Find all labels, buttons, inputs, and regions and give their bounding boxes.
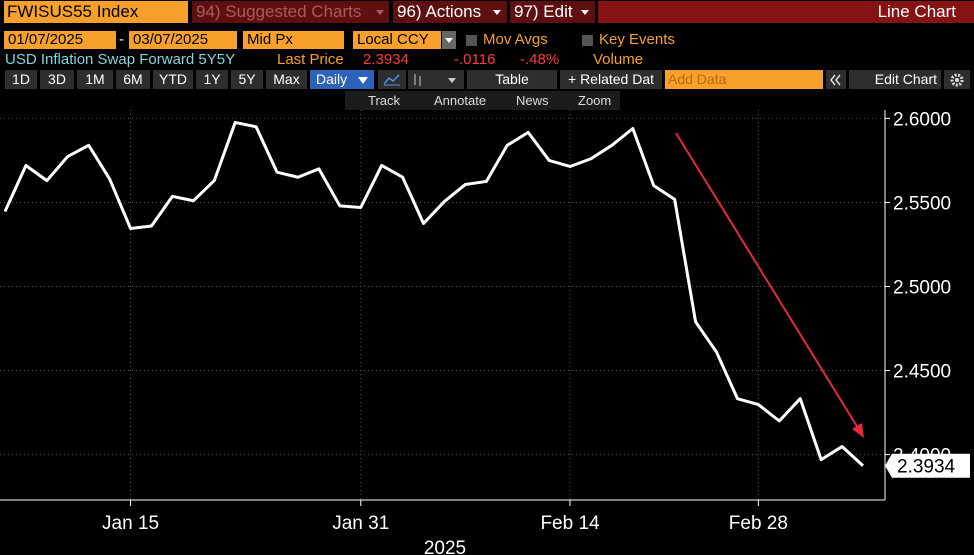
x-tick-label: Feb 28 [729,513,788,534]
trend-arrow [675,132,859,429]
volume: Volume [593,51,644,68]
start-date[interactable]: 01/07/2025 [4,31,116,49]
arrow-head [852,423,864,438]
menu-label: 96) Actions [397,2,482,21]
bar-icon-button[interactable] [408,70,464,89]
tools-bar [345,91,620,110]
price-line [3,120,865,467]
period-button[interactable]: 5Y [231,70,263,89]
settings-button[interactable] [944,70,970,89]
currency[interactable]: Local CCY [353,31,441,49]
collapse-icon [830,74,841,86]
caret [376,10,384,15]
tool[interactable]: Track [368,93,401,108]
menu[interactable]: 94) Suggested Charts [192,1,389,23]
line-icon-button[interactable] [378,70,406,89]
chart-kind: Line Chart [598,1,974,23]
collapse-button[interactable] [826,70,846,89]
period-button[interactable]: 6M [116,70,150,89]
security-name: USD Inflation Swap Forward 5Y5Y [5,51,236,68]
y-tick-label: 2.6000 [893,110,951,130]
x-tick-label: Jan 31 [332,513,389,534]
tool[interactable]: News [516,93,549,108]
related-data-button[interactable]: + Related Dat [560,70,662,89]
change-pct: -.48% [520,51,560,68]
last-price: 2.3934 [363,51,409,68]
gear-icon [950,73,964,87]
y-tick-label: 2.4500 [893,362,951,383]
y-tick-label: 2.5000 [893,278,951,299]
dropdown[interactable] [442,31,456,49]
caret [493,10,501,15]
end-date[interactable]: 03/07/2025 [129,31,237,49]
x-tick-label: Jan 15 [102,513,159,534]
checkbox[interactable] [466,35,477,46]
change: -.0116 [454,51,496,68]
menu-label: 97) Edit [514,2,573,21]
menu[interactable]: 96) Actions [393,1,507,23]
last-value-tag [885,453,970,478]
ticker[interactable]: FWISUS55 Index [4,1,188,23]
last-price-label: Last Price [277,51,344,68]
tool[interactable]: Annotate [434,93,487,108]
period-button[interactable]: 3D [40,70,74,89]
caret [581,10,589,15]
price-field[interactable]: Mid Px [243,31,344,49]
date-separator: - [119,31,124,48]
caret [358,77,368,84]
checkbox[interactable] [582,35,593,46]
table-button[interactable]: Table [467,70,557,89]
tool[interactable]: Zoom [578,93,612,108]
caret [445,38,453,43]
add-data-input[interactable]: Add Data [665,70,823,89]
line-icon [383,74,400,86]
period-button[interactable]: YTD [153,70,193,89]
period-button[interactable]: 1M [77,70,113,89]
last-value-label: 2.3934 [897,457,956,478]
period-button[interactable]: 1D [5,70,37,89]
mov-avgs: Mov Avgs [483,31,548,48]
key-events: Key Events [599,31,675,48]
frequency-button[interactable]: Daily [310,70,374,89]
x-tick-label: Feb 14 [540,513,600,534]
menu-label: 94) Suggested Charts [196,2,362,21]
menu[interactable]: 97) Edit [510,1,595,23]
x-axis-label: 2025 [424,538,466,555]
edit-chart-button[interactable]: Edit Chart [849,70,941,89]
period-button[interactable]: 1Y [196,70,228,89]
frequency: Daily [316,71,348,87]
y-tick-label: 2.5500 [893,193,951,214]
bar-icon [414,74,456,86]
period-button[interactable]: Max [266,70,307,89]
